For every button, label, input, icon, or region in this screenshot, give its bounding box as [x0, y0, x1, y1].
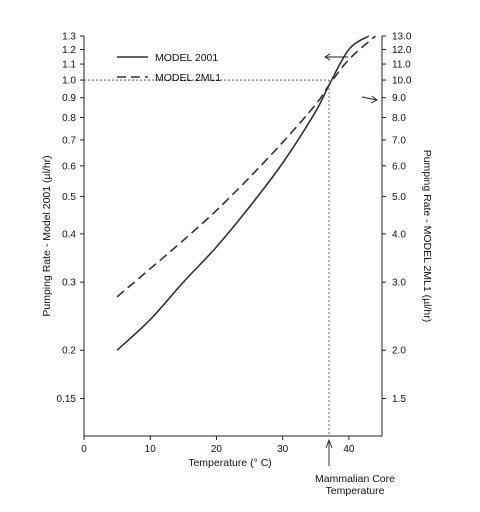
left-tick-label: 0.8 — [62, 113, 76, 124]
series-curves — [116, 35, 376, 351]
x-tick-label: 30 — [277, 444, 289, 455]
x-axis-label: Temperature (° C) — [188, 457, 272, 469]
right-axis-pointer-arrowhead — [370, 95, 378, 104]
legend-label: MODEL 2ML1 — [155, 72, 221, 84]
axis-pointer-arrows — [324, 53, 378, 104]
left-tick-label: 0.9 — [62, 93, 76, 104]
annotation-line-1: Mammalian Core — [315, 473, 395, 485]
x-tick-label: 40 — [343, 444, 355, 455]
right-tick-label: 7.0 — [392, 135, 406, 146]
left-tick-label: 1.2 — [62, 45, 76, 56]
right-y-ticks: 1.5 2.0 3.0 4.0 5.0 6.0 7.0 8.0 9.0 10.0 11.0 12.0 1… — [382, 32, 412, 405]
right-tick-label: 11.0 — [392, 60, 411, 71]
right-tick-label: 6.0 — [392, 161, 406, 172]
left-tick-label: 1.0 — [62, 76, 76, 87]
right-tick-label: 9.0 — [392, 93, 406, 104]
right-tick-label: 12.0 — [392, 45, 412, 56]
reference-guides — [84, 79, 333, 466]
left-y-axis-label: Pumping Rate - Model 2001 (µl/hr) — [41, 155, 53, 316]
left-tick-label: 0.2 — [62, 346, 76, 357]
right-tick-label: 2.0 — [392, 346, 406, 357]
x-ticks: 0 10 20 30 40 — [81, 436, 355, 455]
right-tick-label: 10.0 — [392, 76, 412, 87]
right-axis-pointer-arrow — [361, 96, 378, 101]
legend: MODEL 2001 MODEL 2ML1 — [117, 52, 221, 84]
right-y-axis-label: Pumping Rate - MODEL 2ML1 (µl/hr) — [421, 150, 433, 323]
left-tick-label: 0.5 — [62, 192, 76, 203]
left-axis-pointer-arrowhead — [324, 53, 331, 61]
right-tick-label: 1.5 — [392, 394, 406, 405]
core-temperature-arrowhead — [325, 438, 333, 449]
left-tick-label: 1.1 — [62, 60, 76, 71]
left-tick-label: 0.7 — [62, 135, 76, 146]
x-tick-label: 20 — [211, 444, 223, 455]
legend-label: MODEL 2001 — [155, 52, 218, 64]
model-2001-curve — [116, 35, 370, 351]
left-tick-label: 0.15 — [57, 394, 77, 405]
right-tick-label: 13.0 — [392, 32, 412, 43]
left-tick-label: 0.6 — [62, 161, 76, 172]
x-tick-label: 10 — [145, 444, 157, 455]
right-tick-label: 8.0 — [392, 113, 406, 124]
x-tick-label: 0 — [81, 444, 87, 455]
left-tick-label: 0.4 — [62, 229, 76, 240]
model-2ml1-curve — [116, 35, 376, 298]
left-tick-label: 0.3 — [62, 278, 76, 289]
right-tick-label: 3.0 — [392, 278, 406, 289]
left-y-ticks: 0.15 0.2 0.3 0.4 0.5 0.6 0.7 0.8 0.9 1.0 1.1 1.2 1.3 — [57, 32, 84, 405]
left-tick-label: 1.3 — [62, 32, 76, 43]
right-tick-label: 5.0 — [392, 192, 406, 203]
annotation-line-2: Temperature — [326, 485, 385, 497]
right-tick-label: 4.0 — [392, 229, 406, 240]
